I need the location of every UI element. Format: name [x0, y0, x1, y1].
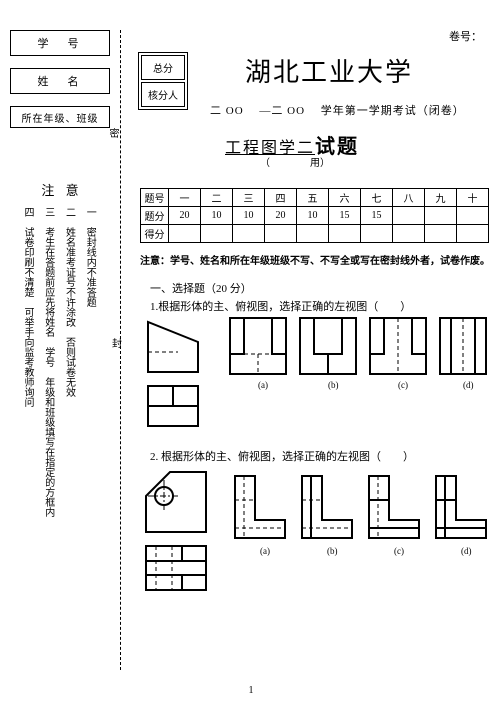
notice-line-3: 三 考生在答题前应先将姓名 学号 年级和班级填写在指定的方框内	[40, 207, 56, 517]
score-cell: 10	[201, 207, 233, 225]
table-row: 题分 20 10 10 20 10 15 15	[141, 207, 489, 225]
col-header: 十	[457, 189, 489, 207]
name-box: 姓 名	[10, 68, 110, 94]
col-header: 四	[265, 189, 297, 207]
score-cell	[169, 225, 201, 243]
student-id-box: 学 号	[10, 30, 110, 56]
notice-block: 注 意 四 试卷印刷不清楚 可举手向监考教师询问 三 考生在答题前应先将姓名 学…	[18, 180, 106, 517]
col-header: 六	[329, 189, 361, 207]
table-row: 题号 一 二 三 四 五 六 七 八 九 十	[141, 189, 489, 207]
svg-text:(b): (b)	[328, 380, 339, 390]
score-table: 题号 一 二 三 四 五 六 七 八 九 十 题分 20 10 10 20 10…	[140, 188, 489, 243]
svg-text:(d): (d)	[463, 380, 474, 390]
notice-title: 注 意	[18, 180, 106, 199]
score-cell	[297, 225, 329, 243]
score-cell: 20	[265, 207, 297, 225]
score-cell	[393, 225, 425, 243]
score-cell	[233, 225, 265, 243]
col-header: 八	[393, 189, 425, 207]
notice-line-4: 四 试卷印刷不清楚 可举手向监考教师询问	[19, 207, 35, 407]
semester-line: 二 OO —二 OO 学年第一学期考试（闭卷）	[210, 102, 465, 118]
score-cell	[393, 207, 425, 225]
col-header: 一	[169, 189, 201, 207]
row-label: 题号	[141, 189, 169, 207]
page-number: 1	[249, 685, 254, 696]
svg-text:(d): (d)	[461, 546, 472, 556]
seal-label-feng: 封	[112, 335, 122, 350]
row-label: 得分	[141, 225, 169, 243]
svg-text:(b): (b)	[327, 546, 338, 556]
q2-svg: (a) (b) (c) (d)	[140, 466, 490, 626]
q2-figures: (a) (b) (c) (d)	[140, 466, 490, 629]
svg-text:(a): (a)	[260, 546, 270, 556]
score-cell: 15	[361, 207, 393, 225]
page-label: 卷号：	[449, 28, 482, 44]
question-1-text: 1.根据形体的主、俯视图，选择正确的左视图（ ）	[150, 298, 411, 314]
score-cell: 15	[329, 207, 361, 225]
note-line: 注意：学号、姓名和所在年级班级不写、不写全或写在密封线外者，试卷作废。	[140, 252, 490, 267]
checker-label: 核分人	[141, 82, 185, 107]
student-info-column: 学 号 姓 名 所在年级、班级	[10, 30, 110, 140]
section-1-title: 一、选择题（20 分）	[150, 280, 252, 296]
score-cell: 20	[169, 207, 201, 225]
q1-figures: (a) (b) (c) (d)	[140, 314, 490, 457]
score-cell	[329, 225, 361, 243]
svg-text:(a): (a)	[258, 380, 268, 390]
svg-text:(c): (c)	[394, 546, 404, 556]
score-cell: 10	[233, 207, 265, 225]
score-cell	[201, 225, 233, 243]
score-cell	[265, 225, 297, 243]
score-cell	[457, 207, 489, 225]
question-2-text: 2. 根据形体的主、俯视图，选择正确的左视图（ ）	[150, 448, 414, 464]
notice-line-2: 二 姓名准考证号不许涂改 否则试卷无效	[61, 207, 77, 397]
col-header: 九	[425, 189, 457, 207]
col-header: 三	[233, 189, 265, 207]
usage-line: （ 用）	[260, 154, 330, 169]
row-label: 题分	[141, 207, 169, 225]
seal-dash-line	[120, 30, 121, 670]
col-header: 二	[201, 189, 233, 207]
seal-label-mi: 密	[105, 128, 120, 138]
col-header: 五	[297, 189, 329, 207]
score-cell	[425, 207, 457, 225]
score-cell	[361, 225, 393, 243]
score-cell	[425, 225, 457, 243]
total-score-label: 总分	[141, 55, 185, 80]
score-summary-box: 总分 核分人	[138, 52, 188, 110]
university-name: 湖北工业大学	[245, 52, 413, 89]
col-header: 七	[361, 189, 393, 207]
score-cell: 10	[297, 207, 329, 225]
notice-line-1: 一 密封线内不准答题	[81, 207, 97, 307]
q1-svg: (a) (b) (c) (d)	[140, 314, 490, 454]
grade-class-box: 所在年级、班级	[10, 106, 110, 128]
table-row: 得分	[141, 225, 489, 243]
svg-text:(c): (c)	[398, 380, 408, 390]
score-cell	[457, 225, 489, 243]
